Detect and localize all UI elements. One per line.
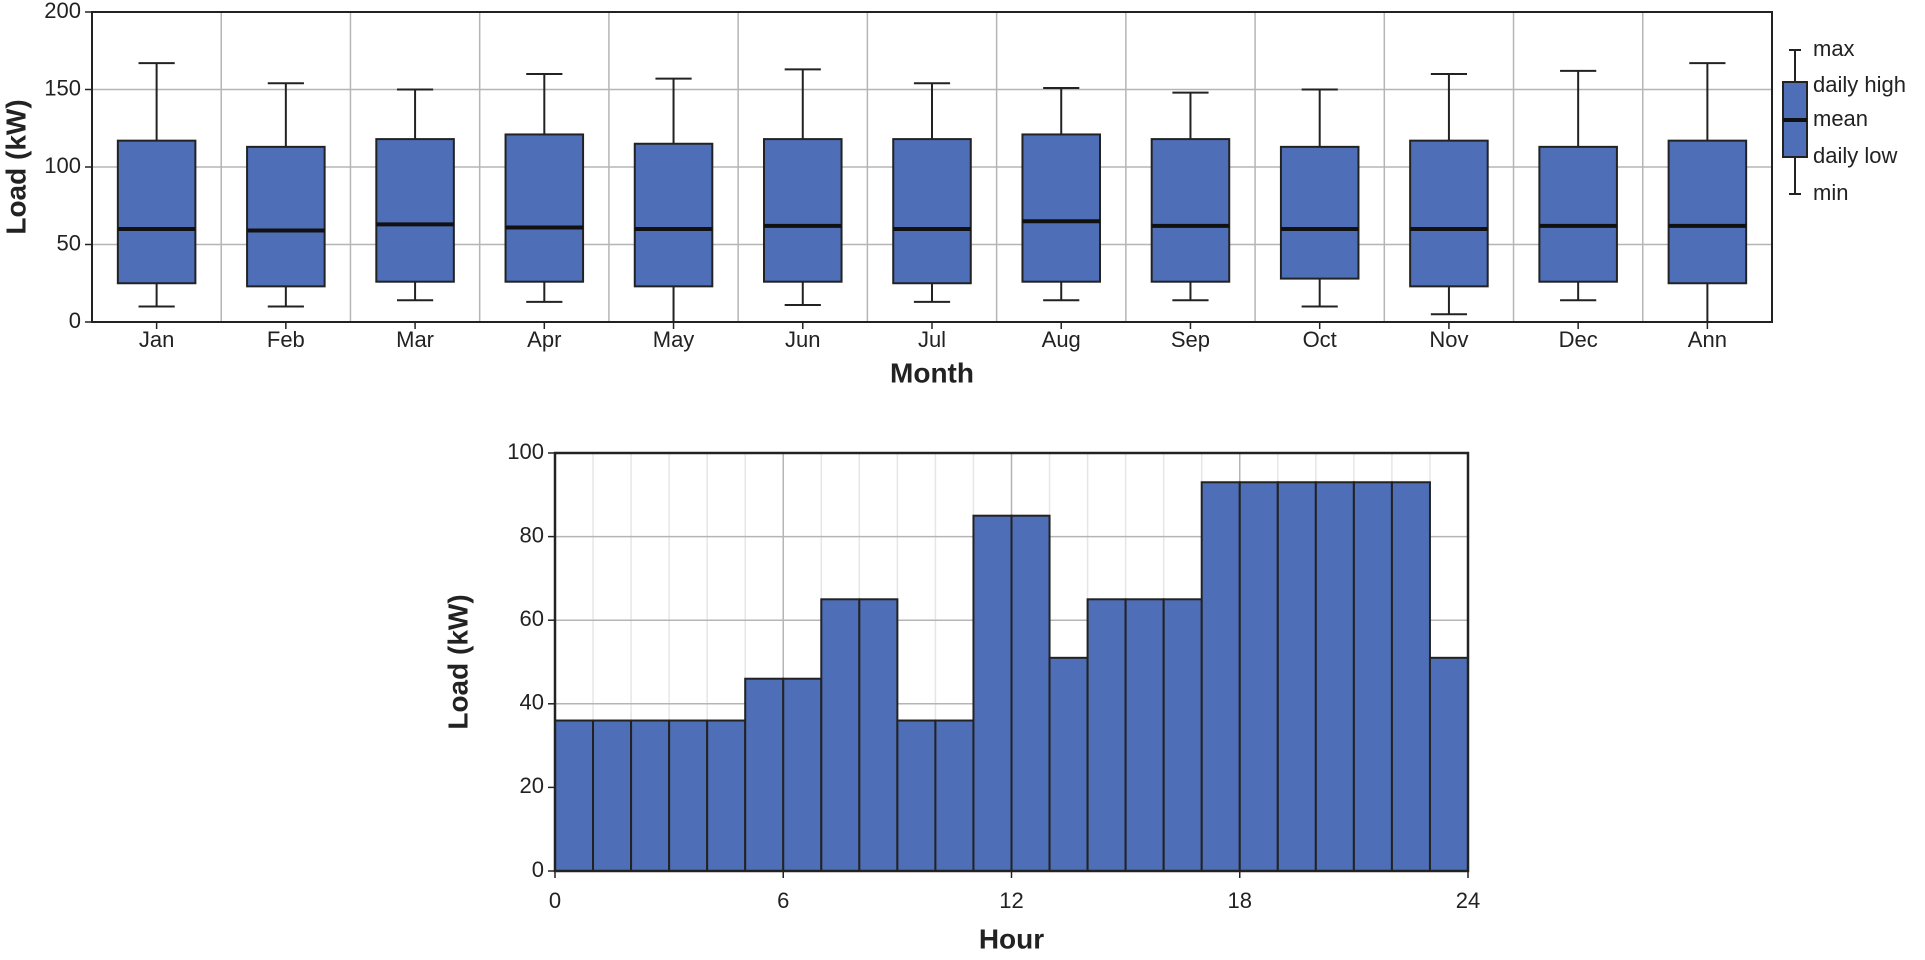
bar — [934, 719, 975, 873]
legend-label: daily low — [1813, 143, 1897, 168]
y-tick-label: 100 — [507, 439, 544, 464]
x-tick-label: Dec — [1559, 327, 1598, 352]
box — [1538, 145, 1618, 283]
y-tick-label: 40 — [520, 690, 544, 715]
box — [246, 145, 326, 288]
bar — [1238, 481, 1279, 872]
y-tick-label: 200 — [44, 0, 81, 23]
box — [1021, 133, 1102, 283]
bar — [1162, 598, 1203, 872]
box — [1667, 139, 1748, 285]
bar — [782, 677, 823, 872]
x-tick-label: 24 — [1456, 888, 1480, 913]
y-tick-label: 0 — [532, 857, 544, 882]
bar — [858, 598, 899, 872]
y-axis-title: Load (kW) — [442, 594, 473, 729]
y-tick-label: 150 — [44, 75, 81, 100]
y-axis-title: Load (kW) — [0, 99, 31, 234]
x-tick-label: 6 — [777, 888, 789, 913]
box — [504, 133, 585, 283]
x-tick-label: 12 — [999, 888, 1023, 913]
bar — [706, 719, 747, 873]
bar — [972, 514, 1013, 872]
legend-label: daily high — [1813, 72, 1906, 97]
bar — [820, 598, 861, 872]
bar — [1010, 514, 1051, 872]
y-tick-label: 100 — [44, 153, 81, 178]
box — [375, 138, 455, 283]
bar — [554, 719, 595, 873]
y-tick-label: 20 — [520, 773, 544, 798]
bar — [1390, 481, 1431, 872]
x-tick-label: Ann — [1688, 327, 1727, 352]
box — [1279, 145, 1360, 280]
bar — [1086, 598, 1127, 872]
bar — [1200, 481, 1241, 872]
y-tick-label: 60 — [520, 606, 544, 631]
x-tick-label: Nov — [1429, 327, 1468, 352]
bar — [744, 677, 785, 872]
legend-label: min — [1813, 180, 1848, 205]
bar — [592, 719, 633, 873]
x-tick-label: Oct — [1303, 327, 1337, 352]
legend-label: max — [1813, 36, 1855, 61]
box — [116, 139, 197, 285]
bar — [1048, 656, 1089, 872]
x-tick-label: Apr — [527, 327, 561, 352]
x-tick-label: 0 — [549, 888, 561, 913]
x-tick-label: Jun — [785, 327, 820, 352]
box — [1150, 138, 1231, 283]
x-axis-title: Month — [890, 357, 974, 388]
bar — [1428, 656, 1470, 872]
bar — [668, 719, 709, 873]
x-tick-label: May — [653, 327, 695, 352]
y-tick-label: 80 — [520, 522, 544, 547]
x-tick-label: Sep — [1171, 327, 1210, 352]
x-tick-label: 18 — [1228, 888, 1252, 913]
bar — [1314, 481, 1355, 872]
bar — [630, 719, 671, 873]
box — [1409, 139, 1489, 288]
plot-frame — [553, 451, 1470, 873]
x-tick-label: Jan — [139, 327, 174, 352]
bar — [896, 719, 937, 873]
y-tick-label: 0 — [69, 308, 81, 333]
x-tick-label: Feb — [267, 327, 305, 352]
bar — [1276, 481, 1317, 872]
legend-label: mean — [1813, 106, 1868, 131]
box — [892, 138, 972, 285]
x-axis-title: Hour — [979, 923, 1044, 954]
bar — [1352, 481, 1393, 872]
x-tick-label: Aug — [1042, 327, 1081, 352]
box — [633, 142, 714, 288]
y-tick-label: 50 — [57, 230, 81, 255]
box — [763, 138, 843, 283]
x-tick-label: Jul — [918, 327, 946, 352]
bar — [1124, 598, 1165, 872]
x-tick-label: Mar — [396, 327, 434, 352]
